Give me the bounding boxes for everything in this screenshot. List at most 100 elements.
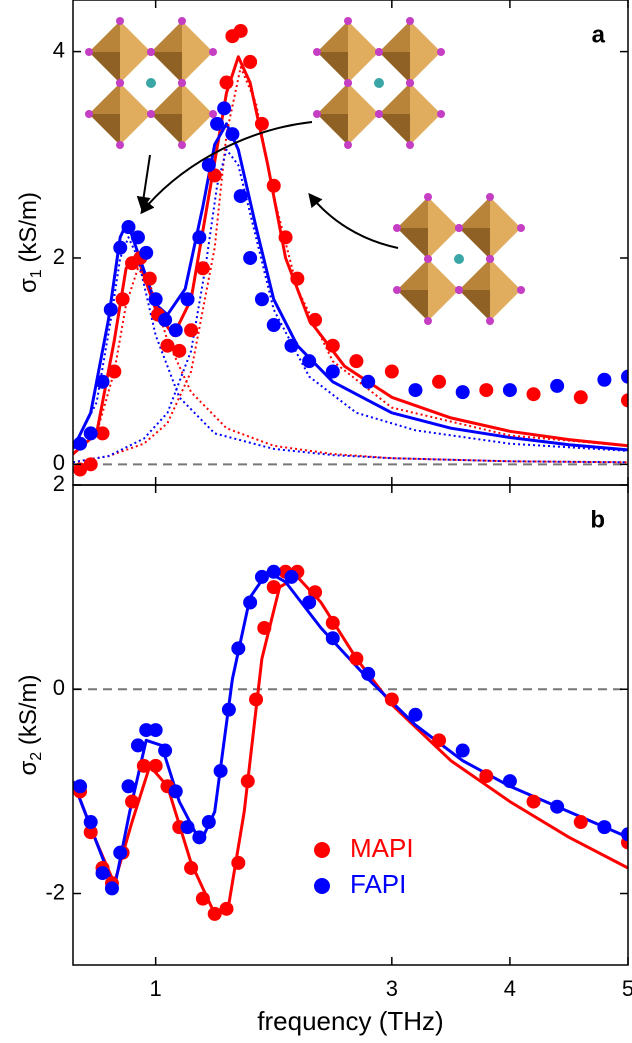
component-line (73, 66, 628, 464)
data-point (254, 292, 269, 307)
data-point (233, 23, 248, 38)
data-point (254, 116, 269, 131)
x-tick-label: 4 (504, 976, 516, 1001)
data-point (219, 901, 234, 916)
data-point (243, 54, 258, 69)
atom (344, 17, 352, 25)
data-point (217, 101, 232, 116)
data-point (621, 393, 628, 408)
data-point (266, 564, 281, 579)
data-point (573, 815, 588, 830)
data-point (254, 569, 269, 584)
data-point (240, 774, 255, 789)
data-point (266, 178, 281, 193)
y-tick-label: 0 (53, 450, 65, 475)
data-point (266, 580, 281, 595)
atom (486, 193, 494, 201)
atom (455, 286, 463, 294)
data-point (136, 758, 151, 773)
atom (424, 193, 432, 201)
data-point (172, 343, 187, 358)
octahedron-face (397, 290, 428, 321)
insets (85, 17, 525, 325)
data-point (158, 743, 173, 758)
fit-line (73, 122, 628, 452)
data-point (219, 75, 234, 90)
data-point (284, 338, 299, 353)
legend-marker (314, 878, 330, 894)
data-point (95, 374, 110, 389)
atom (313, 110, 321, 118)
data-point (384, 692, 399, 707)
data-point (160, 338, 175, 353)
data-point (221, 702, 236, 717)
axis-frame (72, 484, 629, 966)
atom (344, 141, 352, 149)
data-point (597, 820, 612, 835)
y-label-subscript: 1 (28, 269, 45, 278)
data-point (290, 271, 305, 286)
data-point (103, 302, 118, 317)
y-label-subscript: 2 (28, 752, 45, 761)
data-point (384, 364, 399, 379)
component-line (73, 236, 628, 464)
data-point (95, 426, 110, 441)
atom (178, 141, 186, 149)
atom (116, 79, 124, 87)
data-point (243, 250, 258, 265)
data-point (201, 158, 216, 173)
data-point (408, 707, 423, 722)
atom (313, 48, 321, 56)
x-tick-label: 1 (150, 976, 162, 1001)
octahedron-face (317, 114, 348, 145)
x-axis-label: frequency (THz) (257, 1006, 443, 1036)
atom (85, 110, 93, 118)
y-label-symbol: σ (15, 761, 42, 776)
octahedron-face (397, 228, 428, 259)
atom (178, 79, 186, 87)
atom (209, 48, 217, 56)
arrows (136, 121, 399, 249)
arrow (136, 154, 151, 211)
data-point (432, 374, 447, 389)
data-point (113, 240, 128, 255)
legend-label: FAPI (350, 869, 406, 899)
data-point (573, 390, 588, 405)
octahedron-face (428, 259, 459, 321)
data-point (325, 338, 340, 353)
data-point (121, 779, 136, 794)
cation (454, 254, 464, 264)
atom (209, 110, 217, 118)
octahedron-face (379, 114, 410, 145)
data-point (621, 827, 628, 842)
atom (147, 110, 155, 118)
octahedron-face (490, 197, 521, 259)
atom (344, 79, 352, 87)
atom (116, 17, 124, 25)
y-axis-label: σ2 (kS/m) (15, 674, 45, 775)
data-point (107, 364, 122, 379)
data-point (266, 318, 281, 333)
y-label-unit: (kS/m) (15, 192, 42, 269)
octahedron-face (379, 52, 410, 83)
atom (406, 141, 414, 149)
y-axis-label: σ1 (kS/m) (15, 192, 45, 293)
octahedron-face (459, 290, 490, 321)
data-point (83, 815, 98, 830)
data-point (168, 323, 183, 338)
data-point (130, 738, 145, 753)
data-point (195, 891, 210, 906)
data-point (231, 855, 246, 870)
data-point (83, 457, 98, 472)
y-tick-label: 4 (53, 37, 65, 62)
data-point (361, 374, 376, 389)
arrow (308, 192, 399, 249)
panel-label: b (590, 506, 605, 533)
data-point (192, 230, 207, 245)
data-point (550, 799, 565, 814)
data-point (113, 845, 128, 860)
atom (85, 48, 93, 56)
